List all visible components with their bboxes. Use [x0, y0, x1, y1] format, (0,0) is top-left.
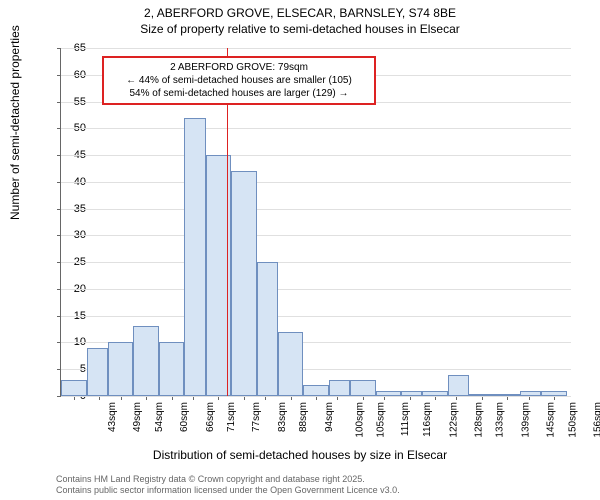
gridline	[61, 48, 571, 49]
histogram-bar	[87, 348, 108, 396]
xtick-label: 43sqm	[107, 402, 118, 432]
histogram-bar	[329, 380, 350, 396]
gridline	[61, 316, 571, 317]
annotation-line: 54% of semi-detached houses are larger (…	[110, 87, 368, 100]
xtick-label: 111sqm	[400, 402, 411, 436]
histogram-bar	[448, 375, 469, 396]
xtick-label: 83sqm	[277, 402, 288, 432]
histogram-bar	[350, 380, 376, 396]
xtick-label: 49sqm	[132, 402, 143, 432]
footer-line: Contains HM Land Registry data © Crown c…	[56, 474, 400, 485]
chart-title: 2, ABERFORD GROVE, ELSECAR, BARNSLEY, S7…	[0, 0, 600, 22]
gridline	[61, 262, 571, 263]
chart-subtitle: Size of property relative to semi-detach…	[0, 22, 600, 38]
gridline	[61, 289, 571, 290]
xtick-label: 77sqm	[251, 402, 262, 432]
annotation-line: ← 44% of semi-detached houses are smalle…	[110, 74, 368, 87]
histogram-bar	[303, 385, 329, 396]
gridline	[61, 235, 571, 236]
histogram-bar	[278, 332, 304, 396]
histogram-bar	[184, 118, 205, 396]
histogram-bar	[133, 326, 159, 396]
annotation-box: 2 ABERFORD GROVE: 79sqm ← 44% of semi-de…	[102, 56, 376, 105]
annotation-line: 2 ABERFORD GROVE: 79sqm	[110, 61, 368, 74]
xtick-label: 94sqm	[324, 402, 335, 432]
x-axis-label: Distribution of semi-detached houses by …	[0, 448, 600, 462]
xtick-label: 145sqm	[546, 402, 557, 438]
chart-container: 2, ABERFORD GROVE, ELSECAR, BARNSLEY, S7…	[0, 0, 600, 500]
xtick-label: 116sqm	[422, 402, 433, 437]
histogram-bar	[376, 391, 402, 396]
histogram-bar	[469, 394, 495, 396]
xtick-label: 54sqm	[154, 402, 165, 432]
histogram-bar	[495, 394, 521, 396]
xtick-label: 88sqm	[298, 402, 309, 432]
footer-attribution: Contains HM Land Registry data © Crown c…	[56, 474, 400, 496]
xtick-label: 60sqm	[179, 402, 190, 432]
xtick-label: 139sqm	[520, 402, 531, 438]
histogram-bar	[401, 391, 422, 396]
xtick-label: 156sqm	[593, 402, 600, 438]
gridline	[61, 155, 571, 156]
xtick-label: 150sqm	[567, 402, 578, 438]
xtick-label: 122sqm	[448, 402, 459, 438]
histogram-bar	[61, 380, 87, 396]
footer-line: Contains public sector information licen…	[56, 485, 400, 496]
xtick-label: 71sqm	[226, 402, 237, 432]
histogram-bar	[159, 342, 185, 396]
xtick-label: 105sqm	[376, 402, 387, 438]
histogram-bar	[257, 262, 278, 396]
histogram-bar	[422, 391, 448, 396]
histogram-bar	[541, 391, 567, 396]
histogram-bar	[108, 342, 134, 396]
gridline	[61, 128, 571, 129]
histogram-bar	[231, 171, 257, 396]
xtick-label: 128sqm	[474, 402, 485, 438]
gridline	[61, 209, 571, 210]
gridline	[61, 182, 571, 183]
xtick-label: 100sqm	[355, 402, 366, 438]
y-axis-label: Number of semi-detached properties	[8, 25, 22, 220]
xtick-label: 66sqm	[205, 402, 216, 432]
xtick-label: 133sqm	[495, 402, 506, 438]
gridline	[61, 396, 571, 397]
histogram-bar	[520, 391, 541, 396]
